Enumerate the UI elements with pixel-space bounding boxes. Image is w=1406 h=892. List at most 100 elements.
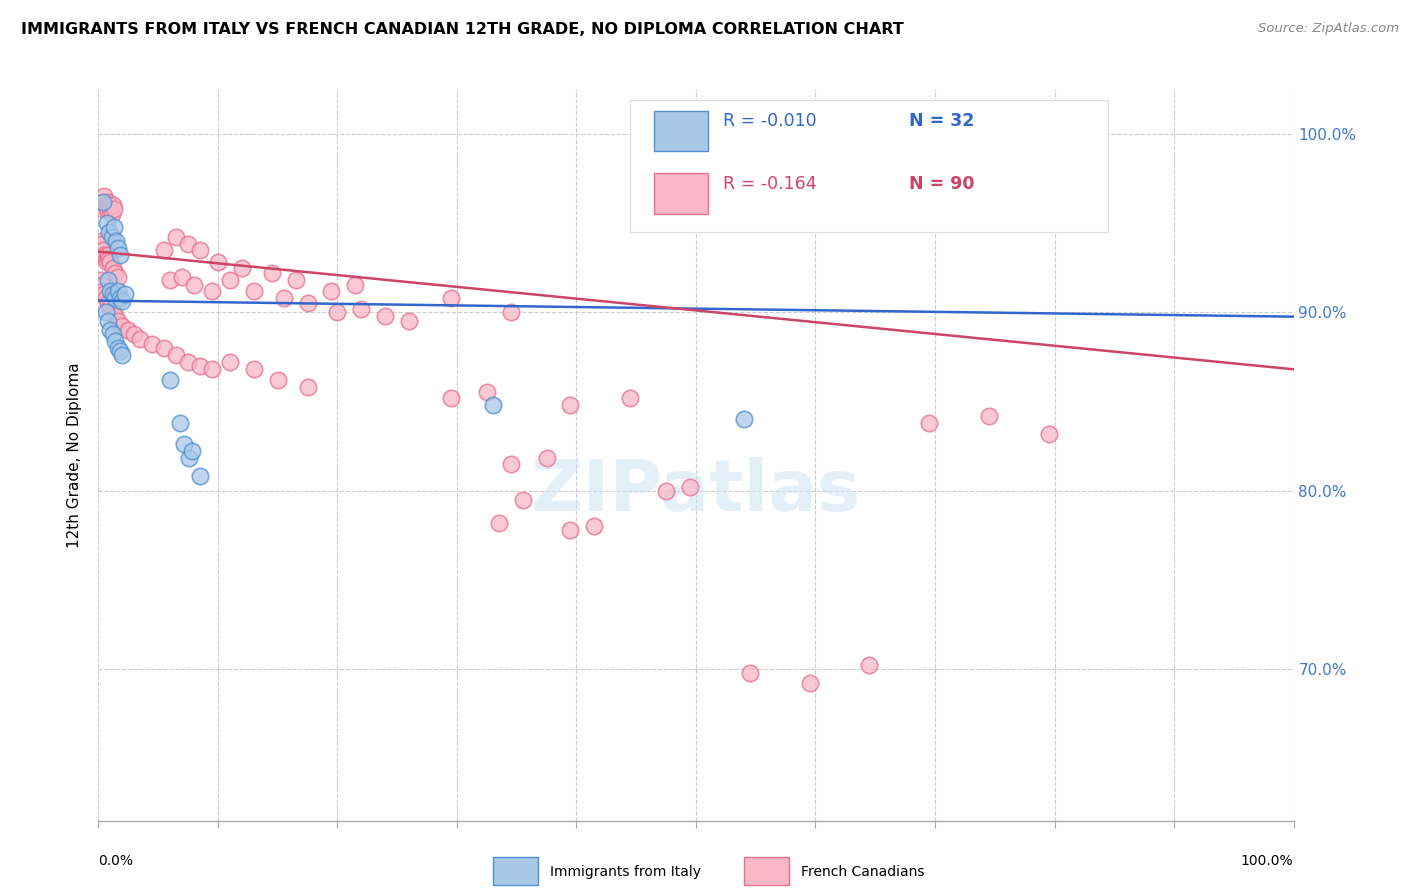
Point <box>97 248 120 262</box>
Point <box>105 234 128 248</box>
Point <box>107 241 129 255</box>
Text: N = 90: N = 90 <box>908 176 974 194</box>
Point <box>103 202 125 216</box>
Point <box>94 291 117 305</box>
Point <box>243 284 266 298</box>
Point <box>96 202 118 216</box>
Point <box>98 284 122 298</box>
Point <box>344 278 367 293</box>
Point <box>108 248 131 262</box>
Point <box>207 255 229 269</box>
Point <box>93 248 115 262</box>
Point <box>107 269 129 284</box>
Point <box>93 287 115 301</box>
Point <box>91 278 114 293</box>
Point <box>94 305 117 319</box>
Point <box>560 523 582 537</box>
Point <box>173 437 195 451</box>
Point <box>96 255 118 269</box>
Point <box>165 348 187 362</box>
Point <box>219 355 242 369</box>
Point <box>96 216 118 230</box>
Point <box>177 237 200 252</box>
Point <box>90 198 112 212</box>
Point <box>98 198 121 212</box>
Point <box>91 243 114 257</box>
Point <box>107 341 129 355</box>
Point <box>165 230 187 244</box>
Point <box>94 252 117 266</box>
Point <box>107 314 129 328</box>
Point <box>107 284 129 298</box>
FancyBboxPatch shape <box>630 100 1108 232</box>
Text: IMMIGRANTS FROM ITALY VS FRENCH CANADIAN 12TH GRADE, NO DIPLOMA CORRELATION CHAR: IMMIGRANTS FROM ITALY VS FRENCH CANADIAN… <box>21 22 904 37</box>
Point <box>98 323 122 337</box>
Point <box>374 309 396 323</box>
Text: 100.0%: 100.0% <box>1241 854 1294 868</box>
Point <box>153 243 176 257</box>
Point <box>111 319 134 334</box>
Point <box>440 391 463 405</box>
Point <box>583 519 606 533</box>
Point <box>90 234 112 248</box>
Point <box>100 207 122 221</box>
Point <box>90 273 112 287</box>
Point <box>117 323 139 337</box>
Point <box>481 398 505 412</box>
Point <box>91 284 114 298</box>
Point <box>111 294 134 309</box>
Point <box>188 359 211 373</box>
Point <box>398 314 420 328</box>
Point <box>188 469 211 483</box>
Point <box>177 355 200 369</box>
Point <box>297 380 319 394</box>
Point <box>104 334 127 348</box>
FancyBboxPatch shape <box>654 112 709 152</box>
Text: French Canadians: French Canadians <box>801 865 925 879</box>
Point <box>560 398 582 412</box>
Point <box>172 269 194 284</box>
Point <box>488 516 510 530</box>
FancyBboxPatch shape <box>492 857 538 885</box>
Point <box>93 189 115 203</box>
Text: Source: ZipAtlas.com: Source: ZipAtlas.com <box>1258 22 1399 36</box>
Point <box>619 391 641 405</box>
Point <box>321 284 343 298</box>
Point <box>738 665 761 680</box>
Point <box>350 301 373 316</box>
Point <box>536 451 558 466</box>
Point <box>799 676 821 690</box>
Text: ZIPatlas: ZIPatlas <box>531 457 860 526</box>
Point <box>499 305 522 319</box>
Y-axis label: 12th Grade, No Diploma: 12th Grade, No Diploma <box>67 362 83 548</box>
Point <box>104 291 127 305</box>
Point <box>108 291 131 305</box>
Point <box>91 202 114 216</box>
Point <box>129 332 152 346</box>
Point <box>475 385 498 400</box>
Point <box>98 202 122 216</box>
Point <box>97 314 120 328</box>
Point <box>94 198 117 212</box>
Point <box>97 296 120 310</box>
Point <box>512 492 534 507</box>
Text: R = -0.164: R = -0.164 <box>724 176 817 194</box>
Point <box>499 457 522 471</box>
Point <box>98 252 121 266</box>
Text: 0.0%: 0.0% <box>98 854 134 868</box>
Point <box>104 309 127 323</box>
Point <box>326 305 349 319</box>
Text: R = -0.010: R = -0.010 <box>724 112 817 129</box>
Point <box>179 451 201 466</box>
Point <box>124 326 146 341</box>
Point <box>98 225 121 239</box>
Text: Immigrants from Italy: Immigrants from Italy <box>550 865 702 879</box>
Point <box>97 194 120 209</box>
Point <box>108 344 131 359</box>
Point <box>98 255 122 269</box>
Point <box>159 373 181 387</box>
Point <box>201 362 224 376</box>
Point <box>91 194 114 209</box>
Point <box>91 237 114 252</box>
Point <box>858 658 880 673</box>
